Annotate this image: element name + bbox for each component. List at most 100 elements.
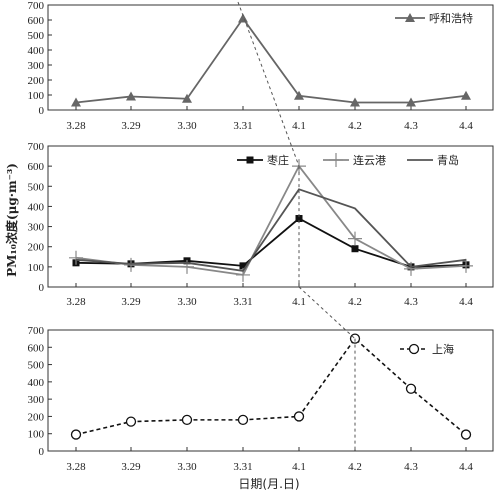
data-point — [182, 93, 192, 103]
data-point — [238, 13, 248, 23]
series-上海 — [70, 333, 472, 440]
y-tick-label: 400 — [28, 201, 45, 213]
legend: 呼和浩特 — [395, 11, 473, 25]
y-tick-label: 200 — [28, 242, 45, 254]
chart-panels: 0 100 200 300 400 500 600 700 3.28 3.29 3.30 3.31 4.… — [28, 0, 494, 473]
x-tick-label: 3.31 — [233, 461, 252, 473]
data-point — [405, 383, 417, 394]
x-tick-label: 4.4 — [459, 120, 473, 132]
y-tick-label: 200 — [28, 411, 45, 423]
data-point — [126, 91, 136, 101]
y-tick-label: 700 — [28, 141, 45, 153]
data-point — [460, 429, 472, 440]
data-point — [351, 245, 359, 253]
data-point — [239, 262, 247, 270]
series-line — [75, 164, 467, 276]
legend-label: 呼和浩特 — [429, 11, 473, 25]
connector-line — [237, 1, 300, 167]
x-tick-label: 4.3 — [404, 461, 418, 473]
x-tick-label: 3.30 — [177, 461, 197, 473]
series-连云港 — [69, 159, 473, 282]
x-tick-label: 4.3 — [404, 296, 418, 308]
y-tick-label: 700 — [28, 0, 45, 12]
x-tick-label: 4.1 — [292, 461, 306, 473]
x-tick-label: 4.4 — [459, 461, 473, 473]
plot-frame — [47, 329, 494, 452]
y-tick-label: 300 — [28, 394, 45, 406]
y-tick-label: 100 — [28, 90, 45, 102]
y-tick-label: 0 — [39, 446, 45, 458]
series-line — [75, 16, 467, 104]
series-呼和浩特 — [71, 13, 471, 107]
series-枣庄 — [72, 215, 470, 271]
data-point — [348, 231, 362, 246]
y-tick-label: 600 — [28, 15, 45, 27]
series-line — [75, 217, 467, 268]
data-point — [293, 411, 305, 422]
series-line — [75, 337, 467, 436]
y-tick-label: 400 — [28, 45, 45, 57]
x-tick-label: 3.29 — [121, 461, 141, 473]
data-point — [237, 414, 249, 426]
data-point — [295, 215, 303, 223]
y-tick-label: 100 — [28, 262, 45, 274]
y-tick-label: 100 — [28, 429, 45, 441]
series-line — [75, 188, 467, 272]
legend-label: 青岛 — [437, 153, 459, 167]
peak-connectors — [237, 1, 356, 451]
y-tick-label: 200 — [28, 75, 45, 87]
x-tick-label: 4.2 — [348, 120, 362, 132]
panel-3: 0 100 200 300 400 500 600 700 3.28 3.29 3.30 3.31 4.… — [28, 325, 494, 473]
data-point — [71, 97, 81, 107]
data-point — [181, 414, 193, 426]
plot-frame — [47, 145, 494, 288]
plot-frame — [47, 4, 494, 111]
x-tick-label: 4.2 — [348, 461, 362, 473]
data-point — [125, 416, 137, 427]
x-tick-label: 3.31 — [233, 120, 252, 132]
x-tick-label: 3.29 — [121, 120, 141, 132]
data-point — [70, 429, 82, 440]
panel-1: 0 100 200 300 400 500 600 700 3.28 3.29 3.30 3.31 4.… — [28, 0, 494, 132]
data-point — [459, 258, 473, 273]
data-point — [124, 257, 138, 272]
series-青岛 — [75, 188, 467, 272]
data-point — [350, 97, 360, 107]
legend-label: 连云港 — [353, 154, 386, 167]
data-point — [461, 90, 471, 100]
data-point — [69, 250, 83, 265]
legend-marker — [405, 13, 415, 22]
connector-line — [298, 286, 356, 340]
x-tick-label: 4.2 — [348, 296, 362, 308]
x-tick-label: 3.30 — [177, 296, 197, 308]
panel-2: 0 100 200 300 400 500 600 700 3.28 3.29 3.30 3.31 4.… — [28, 141, 494, 308]
legend-marker — [329, 153, 343, 167]
x-axis-label: 日期(月.日) — [238, 477, 299, 491]
y-tick-label: 0 — [39, 105, 45, 117]
y-tick-label: 700 — [28, 325, 45, 337]
x-tick-label: 4.1 — [292, 120, 306, 132]
x-tick-label: 4.1 — [292, 296, 306, 308]
y-tick-label: 500 — [28, 181, 45, 193]
legend-marker — [246, 156, 254, 164]
legend-label: 上海 — [432, 342, 454, 356]
data-point — [404, 261, 418, 276]
y-tick-label: 300 — [28, 222, 45, 234]
x-tick-label: 3.28 — [66, 296, 86, 308]
y-tick-label: 600 — [28, 161, 45, 173]
y-tick-label: 600 — [28, 342, 45, 354]
y-tick-label: 500 — [28, 30, 45, 42]
x-tick-label: 3.28 — [66, 120, 86, 132]
data-point — [406, 97, 416, 107]
legend-marker — [408, 343, 420, 355]
x-tick-label: 3.31 — [233, 296, 252, 308]
x-tick-label: 4.3 — [404, 120, 418, 132]
y-tick-label: 400 — [28, 377, 45, 389]
legend-label: 枣庄 — [267, 153, 289, 167]
data-point — [294, 90, 304, 100]
y-tick-label: 300 — [28, 60, 45, 72]
legend: 枣庄 连云港 青岛 — [237, 153, 459, 167]
y-axis-label: PM₁₀浓度(μg·m⁻³) — [4, 163, 19, 277]
x-tick-label: 3.29 — [121, 296, 141, 308]
x-tick-label: 4.4 — [459, 296, 473, 308]
